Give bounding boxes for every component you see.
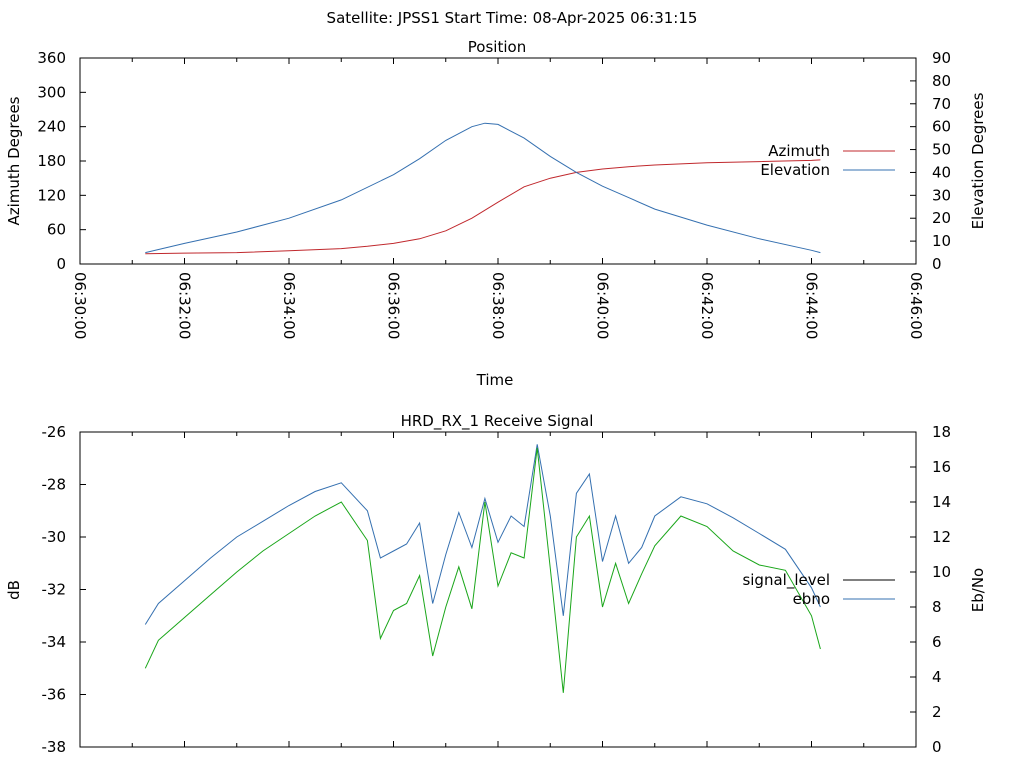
page-title: Satellite: JPSS1 Start Time: 08-Apr-2025…	[327, 9, 698, 27]
y2-tick-label: 50	[932, 141, 951, 159]
y-tick-label: 0	[56, 255, 66, 273]
x-tick-label: 06:42:00	[698, 272, 716, 339]
y2-tick-label: 20	[932, 209, 951, 227]
x-tick-label: 06:32:00	[176, 272, 194, 339]
x-tick-label: 06:38:00	[489, 272, 507, 339]
y2-tick-label: 6	[932, 633, 942, 651]
x-tick-label: 06:46:00	[907, 272, 925, 339]
y-tick-label: -28	[42, 476, 67, 494]
x-tick-label: 06:30:00	[71, 272, 89, 339]
y-tick-label: -34	[42, 633, 67, 651]
y-tick-label: -36	[42, 686, 67, 704]
position-y2-axis-label: Elevation Degrees	[969, 92, 987, 229]
position-chart: Position Azimuth Degrees Elevation Degre…	[5, 38, 987, 389]
y-tick-label: 60	[47, 221, 66, 239]
signal-chart-title: HRD_RX_1 Receive Signal	[401, 412, 594, 431]
position-legend: Azimuth Elevation	[760, 142, 895, 179]
y-tick-label: 360	[37, 49, 66, 67]
signal-y2-axis-label: Eb/No	[969, 568, 987, 612]
position-x-axis-label: Time	[476, 371, 514, 389]
x-tick-label: 06:36:00	[385, 272, 403, 339]
y2-tick-label: 14	[932, 493, 951, 511]
y2-tick-label: 60	[932, 118, 951, 136]
position-y-axis-label: Azimuth Degrees	[5, 96, 23, 225]
signal-series	[144, 444, 821, 693]
position-series	[145, 122, 821, 255]
y2-tick-label: 0	[932, 255, 942, 273]
legend-label-signal-level: signal_level	[742, 571, 830, 590]
y2-tick-label: 30	[932, 186, 951, 204]
signal-y-axis-label: dB	[5, 580, 23, 600]
y2-tick-label: 10	[932, 232, 951, 250]
y-tick-label: 300	[37, 83, 66, 101]
y2-tick-label: 16	[932, 458, 951, 476]
y2-tick-label: 10	[932, 563, 951, 581]
series-line-ebno	[144, 444, 821, 625]
legend-label-azimuth: Azimuth	[768, 142, 830, 160]
y-tick-label: 180	[37, 152, 66, 170]
series-line-elevation	[145, 122, 821, 254]
y2-tick-label: 18	[932, 423, 951, 441]
signal-ticks: -38 -36 -34 -32 -30 -28 -26 0 2 4 6 8 10 12 14 16 18	[42, 423, 952, 756]
y2-tick-label: 0	[932, 738, 942, 756]
x-tick-label: 06:40:00	[594, 272, 612, 339]
y2-tick-label: 8	[932, 598, 942, 616]
y2-tick-label: 4	[932, 668, 942, 686]
legend-label-elevation: Elevation	[760, 161, 830, 179]
y2-tick-label: 80	[932, 72, 951, 90]
y-tick-label: -38	[42, 738, 67, 756]
series-line-azimuth	[145, 159, 821, 255]
y2-tick-label: 40	[932, 163, 951, 181]
y-tick-label: -30	[42, 528, 67, 546]
y2-tick-label: 90	[932, 49, 951, 67]
signal-plot-frame	[79, 431, 917, 748]
series-line-unnamed-2	[144, 447, 821, 693]
position-ticks: 06:30:00 06:32:00 06:34:00 06:36:00 06:38:00…	[37, 49, 951, 339]
y2-tick-label: 12	[932, 528, 951, 546]
y-tick-label: -32	[42, 581, 67, 599]
y-tick-label: 240	[37, 118, 66, 136]
legend-label-ebno: ebno	[793, 590, 830, 608]
x-tick-label: 06:34:00	[280, 272, 298, 339]
position-chart-title: Position	[468, 38, 526, 56]
y-tick-label: 120	[37, 186, 66, 204]
signal-chart: HRD_RX_1 Receive Signal dB Eb/No -38-36-…	[5, 412, 987, 756]
y2-tick-label: 70	[932, 95, 951, 113]
signal-legend: signal_level ebno	[742, 571, 895, 608]
y-tick-label: -26	[42, 423, 67, 441]
x-tick-label: 06:44:00	[803, 272, 821, 339]
y2-tick-label: 2	[932, 703, 942, 721]
